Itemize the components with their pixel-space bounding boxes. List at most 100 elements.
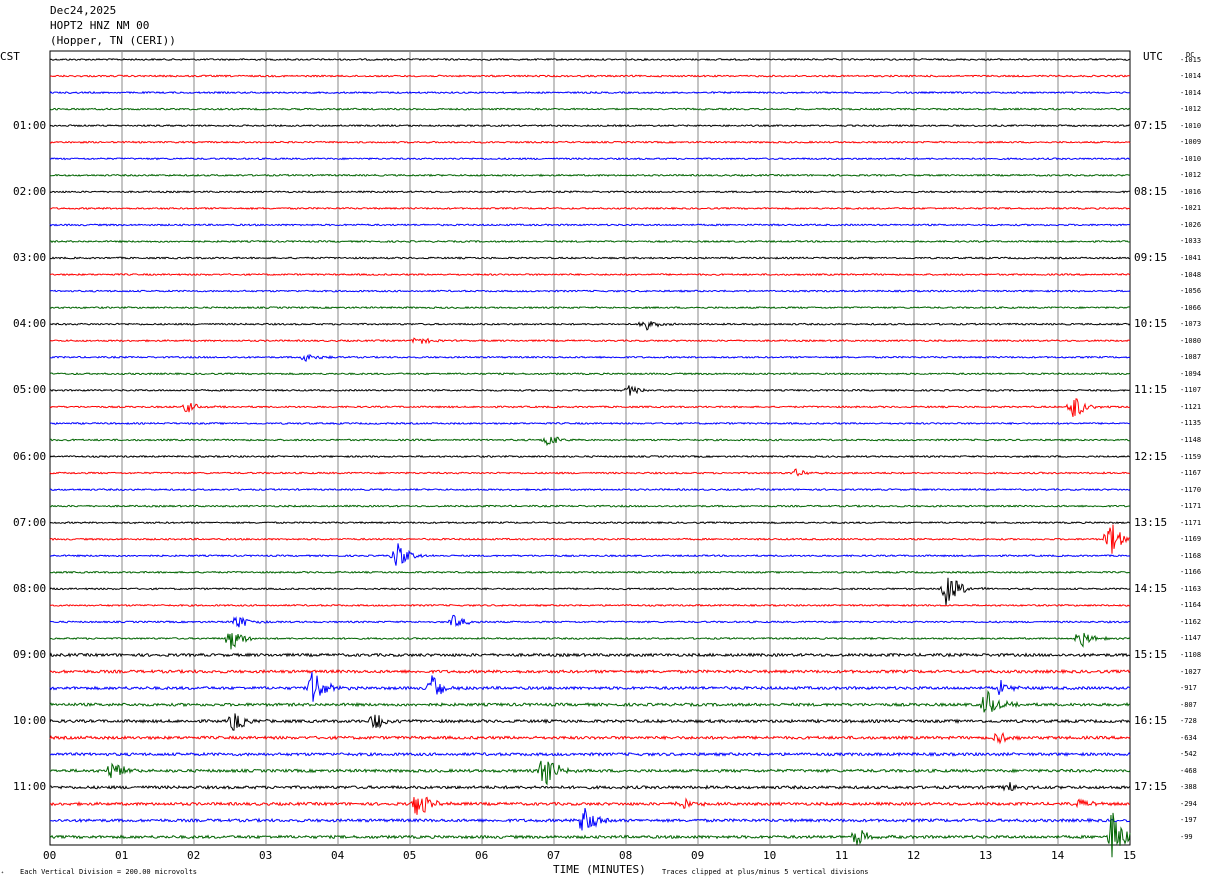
location-label: (Hopper, TN (CERI)) — [50, 34, 176, 47]
x-tick-label: 09 — [691, 849, 705, 862]
dc-offset-label: -542 — [1180, 750, 1197, 759]
trace-row-28 — [49, 521, 1131, 525]
trace-row-27 — [50, 504, 1131, 508]
x-tick-label: 15 — [1123, 849, 1137, 862]
dc-offset-label: -1016 — [1180, 187, 1202, 196]
trace-row-30 — [49, 543, 1131, 566]
trace-row-44 — [50, 782, 1131, 792]
trace-row-6 — [49, 157, 1131, 161]
trace-row-4 — [49, 124, 1131, 128]
dc-offset-label: -1148 — [1180, 435, 1202, 444]
trace-row-33 — [49, 603, 1131, 608]
trace-row-29 — [49, 524, 1131, 554]
x-tick-label: 06 — [475, 849, 489, 862]
dc-offset-label: -1087 — [1180, 353, 1202, 362]
trace-row-20 — [49, 385, 1131, 396]
trace-row-2 — [49, 90, 1131, 95]
trace-row-8 — [49, 190, 1130, 194]
dc-offset-label: -1010 — [1180, 154, 1202, 163]
trace-row-37 — [49, 668, 1131, 675]
x-tick-label: 00 — [43, 849, 57, 862]
trace-row-22 — [49, 421, 1131, 426]
trace-row-47 — [49, 812, 1131, 858]
trace-row-45 — [49, 796, 1131, 815]
dc-offset-label: -1167 — [1180, 469, 1202, 478]
trace-row-26 — [49, 487, 1131, 492]
x-tick-label: 05 — [403, 849, 417, 862]
trace-row-25 — [49, 468, 1131, 477]
dc-offset-label: -1027 — [1180, 667, 1202, 676]
left-hour-label: 09:00 — [13, 648, 47, 661]
left-hour-label: 04:00 — [13, 317, 47, 331]
dc-offset-label: -1009 — [1180, 138, 1202, 147]
dc-offset-label: -1135 — [1180, 419, 1202, 428]
trace-row-23 — [49, 436, 1131, 447]
dc-offset-label: -1169 — [1180, 535, 1202, 544]
trace-row-24 — [49, 454, 1131, 459]
dc-offset-label: -1048 — [1180, 270, 1202, 279]
dc-offset-label: -1162 — [1180, 617, 1202, 626]
dc-offset-label: -1168 — [1180, 551, 1202, 560]
dc-offset-label: -294 — [1180, 799, 1197, 808]
x-tick-label: 08 — [619, 849, 633, 862]
station-label: HOPT2 HNZ NM 00 — [50, 19, 150, 32]
dc-offset-label: -1033 — [1180, 237, 1202, 246]
trace-row-34 — [49, 614, 1131, 628]
dc-label: DC — [1186, 51, 1195, 59]
dc-offset-label: -1080 — [1180, 336, 1202, 345]
dc-offset-label: -728 — [1180, 717, 1197, 726]
dc-offset-label: -1012 — [1180, 105, 1202, 114]
right-hour-label: 10:15 — [1134, 317, 1168, 331]
trace-row-7 — [49, 173, 1131, 177]
dc-offset-label: -1159 — [1180, 452, 1202, 461]
trace-row-43 — [49, 760, 1131, 786]
right-hour-label: 13:15 — [1134, 515, 1168, 529]
trace-row-35 — [49, 632, 1131, 650]
dc-offset-label: -1163 — [1180, 584, 1202, 593]
x-tick-label: 10 — [763, 849, 777, 862]
right-hour-label: 09:15 — [1134, 251, 1168, 264]
trace-row-11 — [49, 239, 1131, 244]
trace-row-0 — [49, 57, 1131, 62]
dc-offset-label: -1014 — [1180, 72, 1202, 81]
dc-offset-label: -99 — [1180, 832, 1193, 841]
dc-offset-label: -1094 — [1180, 369, 1202, 378]
dc-offset-label: -1012 — [1180, 171, 1202, 180]
left-hour-label: 06:00 — [13, 449, 47, 463]
dc-offset-label: -1171 — [1180, 502, 1202, 511]
dc-offset-label: -1010 — [1180, 121, 1202, 130]
dc-offset-label: -1041 — [1180, 254, 1202, 262]
trace-row-13 — [49, 272, 1131, 277]
trace-row-16 — [49, 321, 1131, 331]
x-tick-label: 03 — [259, 849, 273, 862]
left-hour-label: 10:00 — [13, 714, 47, 728]
right-hour-label: 07:15 — [1134, 118, 1168, 132]
dc-offset-label: -197 — [1180, 816, 1197, 825]
right-hour-label: 11:15 — [1134, 383, 1168, 397]
trace-row-15 — [49, 306, 1131, 310]
left-hour-label: 01:00 — [13, 118, 47, 132]
x-tick-label: 14 — [1051, 849, 1065, 862]
trace-row-5 — [49, 140, 1131, 144]
dc-offset-label: -1073 — [1180, 320, 1202, 329]
dc-offset-label: -917 — [1180, 684, 1197, 693]
right-hour-label: 16:15 — [1134, 714, 1168, 728]
dc-offset-label: -634 — [1180, 733, 1197, 742]
trace-row-1 — [49, 74, 1131, 78]
trace-row-46 — [50, 807, 1131, 831]
trace-row-12 — [49, 256, 1131, 260]
dc-offset-label: -1108 — [1180, 651, 1202, 659]
scale-note: Each Vertical Division = 200.00 microvol… — [20, 868, 198, 876]
right-hour-label: 15:15 — [1134, 648, 1168, 661]
x-tick-label: 02 — [187, 849, 201, 862]
trace-row-36 — [49, 652, 1131, 658]
dc-offset-label: -1121 — [1180, 402, 1202, 411]
clip-note: Traces clipped at plus/minus 5 vertical … — [662, 868, 869, 876]
dc-offset-label: -1166 — [1180, 568, 1202, 577]
right-hour-label: 12:15 — [1134, 449, 1168, 463]
left-hour-label: 08:00 — [13, 581, 47, 595]
dc-offset-label: -1014 — [1180, 88, 1202, 97]
dc-offset-label: -468 — [1180, 766, 1197, 775]
dc-offset-label: -1026 — [1180, 220, 1202, 229]
